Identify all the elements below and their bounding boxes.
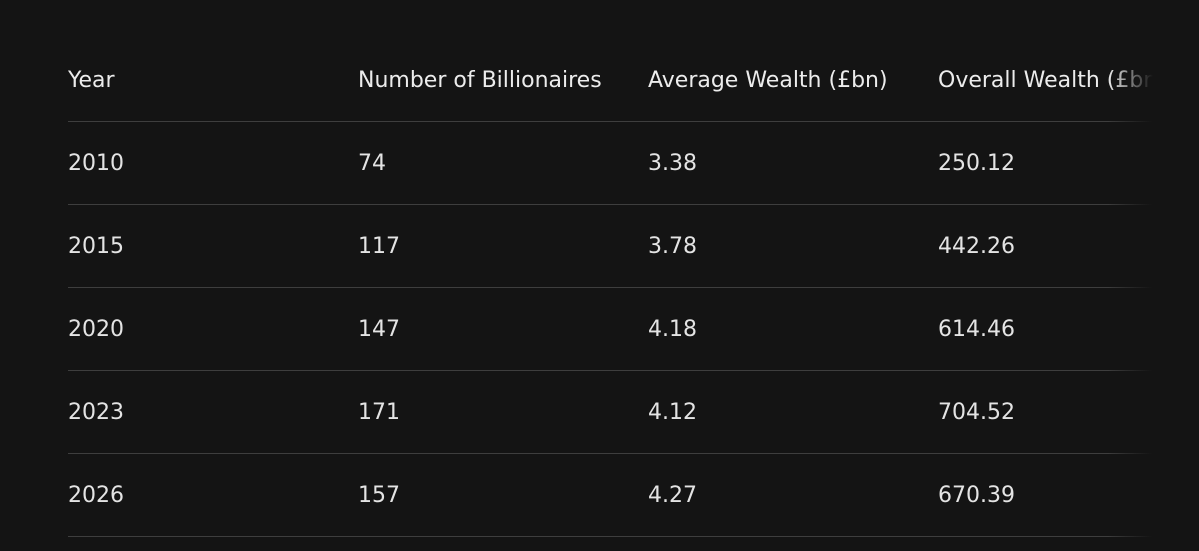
table-cell: 704.52 [938, 399, 1015, 425]
table-cell: 670.39 [938, 482, 1015, 508]
table-row: 2026 157 4.27 670.39 [68, 454, 1153, 537]
table-cell: 4.18 [648, 316, 697, 342]
header-cell: Number of Billionaires [358, 67, 602, 93]
table-cell: 2020 [68, 316, 124, 342]
header-cell: Average Wealth (£bn) [648, 67, 888, 93]
table-cell: 4.27 [648, 482, 697, 508]
table-cell: 250.12 [938, 150, 1015, 176]
table-row: 2023 171 4.12 704.52 [68, 371, 1153, 454]
table-cell: 147 [358, 316, 400, 342]
table-cell: 4.12 [648, 399, 697, 425]
table-cell: 171 [358, 399, 400, 425]
table-cell: 3.38 [648, 150, 697, 176]
table-cell: 614.46 [938, 316, 1015, 342]
table-row: 2015 117 3.78 442.26 [68, 205, 1153, 288]
header-row: Year Number of Billionaires Average Weal… [68, 39, 1153, 122]
table-cell: 74 [358, 150, 386, 176]
table-cell: 3.78 [648, 233, 697, 259]
table-cell: 2015 [68, 233, 124, 259]
header-cell: Year [68, 67, 115, 93]
header-cell: Overall Wealth (£bn) [938, 67, 1153, 93]
table-cell: 117 [358, 233, 400, 259]
table: Year Number of Billionaires Average Weal… [68, 39, 1153, 537]
table-cell: 2010 [68, 150, 124, 176]
table-cell: 442.26 [938, 233, 1015, 259]
table-cell: 2023 [68, 399, 124, 425]
table-row: 2010 74 3.38 250.12 [68, 122, 1153, 205]
table-cell: 157 [358, 482, 400, 508]
table-row: 2020 147 4.18 614.46 [68, 288, 1153, 371]
table-cell: 2026 [68, 482, 124, 508]
